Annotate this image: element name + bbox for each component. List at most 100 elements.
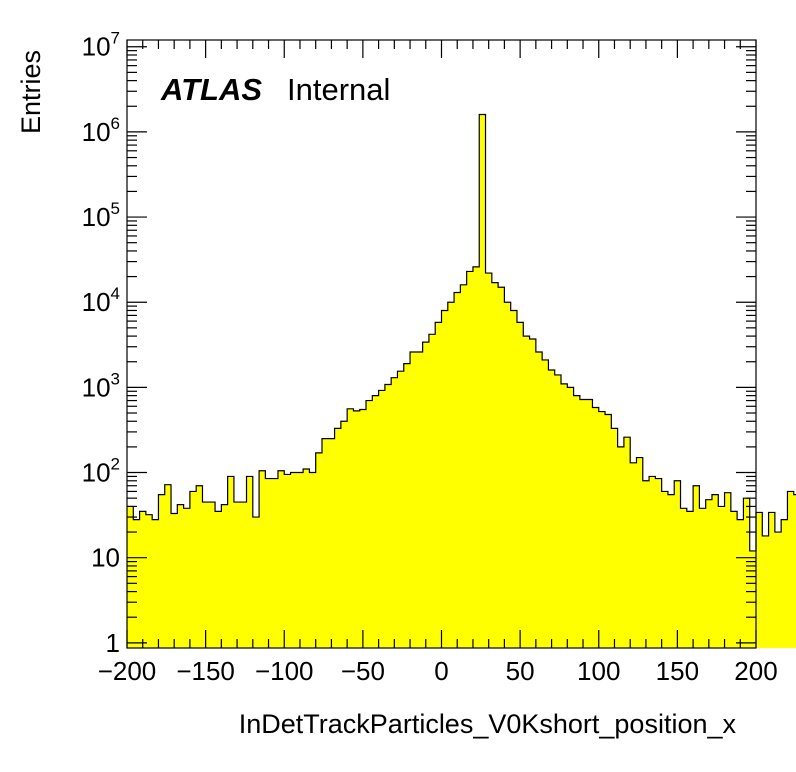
x-tick-label: 200 — [734, 656, 777, 686]
histogram-bar — [724, 492, 732, 648]
y-tick-label: 107 — [82, 29, 120, 62]
histogram-bar — [347, 408, 354, 648]
histogram-bar — [145, 514, 153, 648]
histogram-bar — [428, 334, 436, 648]
histogram-bar — [296, 472, 304, 648]
histogram-bar — [516, 322, 524, 648]
internal-label: Internal — [287, 72, 390, 107]
histogram-bar — [403, 363, 411, 648]
histogram-bar — [504, 302, 512, 648]
histogram-bar — [252, 517, 260, 648]
histogram-bar — [523, 336, 530, 648]
histogram-bar — [321, 438, 329, 648]
histogram-bar — [215, 511, 222, 648]
histogram-bar — [649, 476, 656, 648]
histogram-bar — [498, 287, 505, 648]
histogram-bar — [359, 409, 367, 648]
histogram-bar — [718, 506, 725, 648]
histogram-bar — [196, 485, 203, 648]
y-tick-label: 105 — [82, 199, 120, 232]
histogram-bar — [328, 438, 335, 648]
y-tick-label: 102 — [82, 455, 120, 488]
histogram-bar — [686, 511, 694, 648]
histogram-bar — [259, 470, 266, 648]
histogram-bar — [171, 513, 178, 648]
histogram-bars — [127, 114, 796, 648]
histogram-bar — [441, 310, 449, 648]
histogram-bar — [189, 491, 197, 648]
histogram-bar — [435, 322, 442, 648]
histogram-bar — [548, 369, 556, 648]
histogram-bar — [127, 506, 134, 648]
histogram-bar — [737, 519, 744, 648]
histogram-bar — [605, 414, 612, 648]
histogram-bar — [158, 494, 166, 648]
histogram-bar — [586, 399, 593, 648]
histogram-bar — [623, 437, 631, 648]
histogram-bar — [309, 472, 317, 648]
histogram-bar — [617, 446, 625, 648]
histogram-bar — [208, 502, 216, 648]
histogram-bar — [353, 410, 361, 648]
histogram-bar — [416, 352, 424, 648]
x-tick-labels: −200 −150 −100 −50 0 50 100 150 200 — [98, 656, 778, 686]
histogram-bar — [491, 282, 499, 648]
histogram-bar — [397, 371, 405, 648]
histogram-bar — [334, 428, 342, 648]
histogram-bar — [183, 508, 191, 648]
histogram-bar — [378, 390, 386, 648]
histogram-bar — [762, 535, 769, 648]
histogram-bar — [366, 400, 373, 648]
histogram-bar — [271, 478, 279, 648]
histogram-bar — [447, 302, 455, 648]
histogram-bar — [177, 504, 185, 648]
histogram-bar — [756, 512, 763, 648]
histogram-bar — [573, 395, 581, 648]
histogram-bar — [774, 532, 782, 648]
histogram-bar — [743, 498, 751, 648]
x-axis-title: InDetTrackParticles_V0Kshort_position_x — [239, 709, 737, 739]
histogram-bar — [630, 462, 637, 648]
histogram-bar — [787, 491, 795, 648]
histogram-bar — [793, 494, 796, 648]
histogram-bar — [554, 374, 562, 648]
histogram-bar — [680, 508, 688, 648]
histogram-bar — [472, 266, 480, 648]
y-tick-labels: 1 10 102 103 104 105 106 107 — [82, 29, 120, 658]
histogram-bar — [655, 478, 663, 648]
histogram-bar — [611, 428, 619, 648]
histogram-bar — [410, 352, 417, 648]
histogram-bar — [529, 338, 537, 648]
histogram-bar — [592, 407, 600, 648]
x-tick-label: −150 — [176, 656, 235, 686]
histogram-bar — [510, 310, 518, 648]
histogram-bar — [372, 395, 379, 648]
histogram-bar — [561, 383, 568, 648]
histogram-bar — [693, 485, 700, 648]
histogram-bar — [290, 472, 298, 648]
x-tick-label: 150 — [656, 656, 699, 686]
histogram-bar — [466, 271, 474, 648]
histogram-bar — [384, 384, 392, 648]
y-axis-title: Entries — [16, 50, 46, 134]
histogram-bar — [535, 352, 543, 648]
histogram-bar — [598, 411, 606, 648]
histogram-bar — [265, 478, 273, 648]
histogram-bar — [422, 342, 430, 648]
histogram-bar — [642, 480, 650, 648]
histogram-bar — [315, 452, 323, 648]
histogram-bar — [454, 292, 461, 648]
histogram-bar — [460, 284, 468, 648]
histogram-bar — [768, 512, 776, 648]
y-tick-label: 10 — [91, 543, 120, 573]
histogram-bar — [227, 476, 235, 648]
histogram-bar — [579, 399, 587, 648]
histogram-bar — [202, 502, 210, 648]
histogram-bar — [674, 480, 681, 648]
x-tick-label: 100 — [577, 656, 620, 686]
histogram-bar — [479, 114, 486, 648]
y-tick-label: 104 — [82, 284, 120, 317]
histogram-bar — [730, 511, 738, 648]
histogram-bar — [340, 421, 348, 648]
